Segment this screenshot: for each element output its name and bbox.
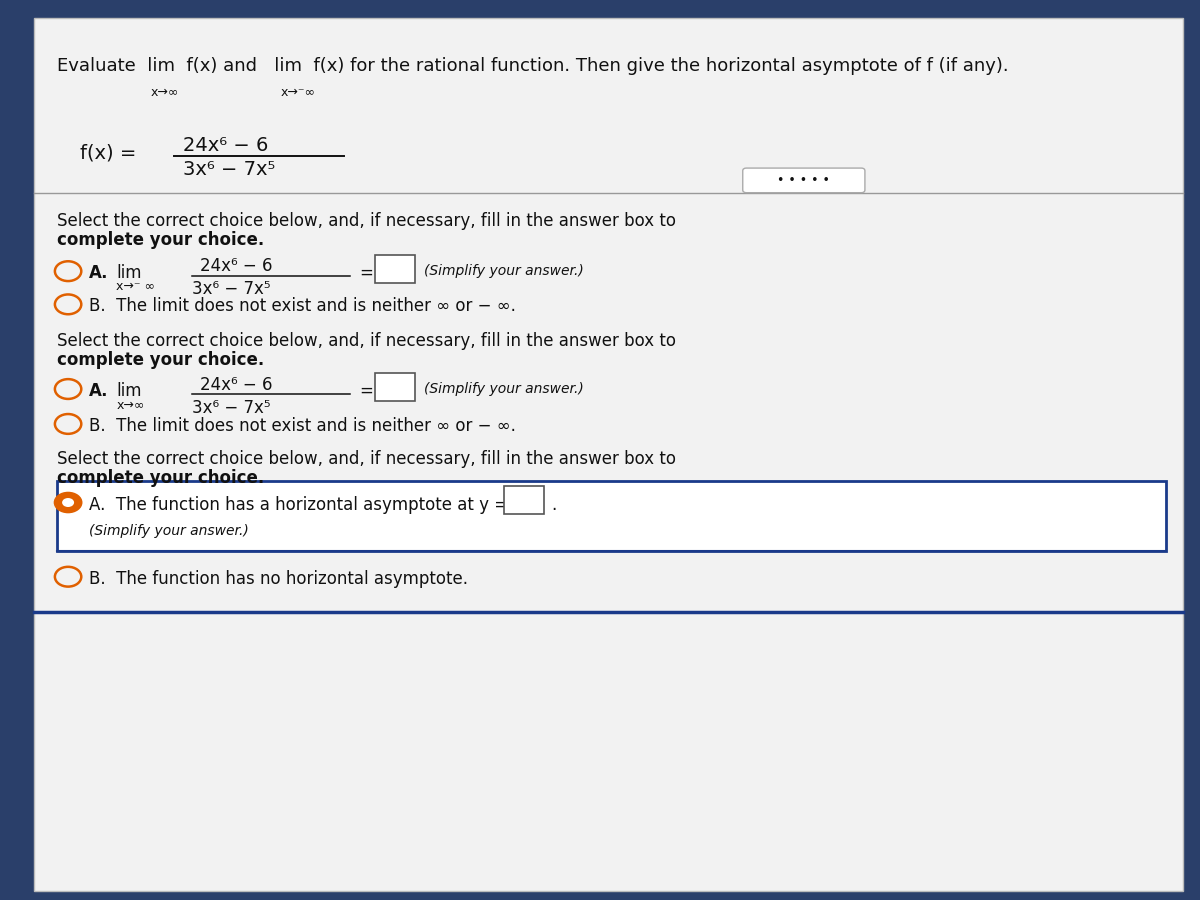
Text: x→∞: x→∞ bbox=[116, 399, 145, 411]
Text: complete your choice.: complete your choice. bbox=[56, 469, 264, 487]
FancyBboxPatch shape bbox=[504, 486, 544, 514]
Text: lim: lim bbox=[116, 265, 142, 283]
Text: Evaluate  lim  f(x) and   lim  f(x) for the rational function. Then give the hor: Evaluate lim f(x) and lim f(x) for the r… bbox=[56, 58, 1008, 76]
Text: =: = bbox=[359, 382, 373, 400]
Text: B.  The limit does not exist and is neither ∞ or − ∞.: B. The limit does not exist and is neith… bbox=[89, 297, 516, 315]
FancyBboxPatch shape bbox=[743, 168, 865, 193]
FancyBboxPatch shape bbox=[374, 374, 415, 401]
Text: A.: A. bbox=[89, 382, 108, 400]
Text: x→∞: x→∞ bbox=[151, 86, 179, 99]
Text: B.  The function has no horizontal asymptote.: B. The function has no horizontal asympt… bbox=[89, 570, 468, 588]
Text: A.  The function has a horizontal asymptote at y =: A. The function has a horizontal asympto… bbox=[89, 496, 508, 514]
Text: x→⁻ ∞: x→⁻ ∞ bbox=[116, 280, 155, 292]
Text: complete your choice.: complete your choice. bbox=[56, 231, 264, 249]
Text: lim: lim bbox=[116, 382, 142, 400]
Text: B.  The limit does not exist and is neither ∞ or − ∞.: B. The limit does not exist and is neith… bbox=[89, 417, 516, 435]
Text: 3x⁶ − 7x⁵: 3x⁶ − 7x⁵ bbox=[192, 280, 271, 298]
Text: .: . bbox=[551, 496, 556, 514]
Text: 24x⁶ − 6: 24x⁶ − 6 bbox=[200, 376, 272, 394]
FancyBboxPatch shape bbox=[374, 255, 415, 283]
Text: A.: A. bbox=[89, 265, 108, 283]
Text: complete your choice.: complete your choice. bbox=[56, 352, 264, 370]
Text: x→⁻∞: x→⁻∞ bbox=[281, 86, 316, 99]
Text: 24x⁶ − 6: 24x⁶ − 6 bbox=[200, 257, 272, 275]
Text: Select the correct choice below, and, if necessary, fill in the answer box to: Select the correct choice below, and, if… bbox=[56, 212, 680, 230]
Circle shape bbox=[54, 491, 83, 513]
Text: 3x⁶ − 7x⁵: 3x⁶ − 7x⁵ bbox=[192, 399, 271, 417]
Text: 3x⁶ − 7x⁵: 3x⁶ − 7x⁵ bbox=[184, 160, 275, 179]
Text: Select the correct choice below, and, if necessary, fill in the answer box to: Select the correct choice below, and, if… bbox=[56, 450, 680, 468]
FancyBboxPatch shape bbox=[34, 18, 1183, 891]
Text: (Simplify your answer.): (Simplify your answer.) bbox=[425, 382, 584, 396]
Text: f(x) =: f(x) = bbox=[79, 144, 136, 163]
Text: (Simplify your answer.): (Simplify your answer.) bbox=[89, 525, 248, 538]
Text: Select the correct choice below, and, if necessary, fill in the answer box to: Select the correct choice below, and, if… bbox=[56, 332, 680, 350]
FancyBboxPatch shape bbox=[56, 481, 1166, 551]
Text: • • • • •: • • • • • bbox=[778, 174, 830, 187]
Circle shape bbox=[62, 498, 74, 507]
Text: =: = bbox=[359, 265, 373, 283]
Text: (Simplify your answer.): (Simplify your answer.) bbox=[425, 265, 584, 278]
Text: 24x⁶ − 6: 24x⁶ − 6 bbox=[184, 136, 269, 155]
